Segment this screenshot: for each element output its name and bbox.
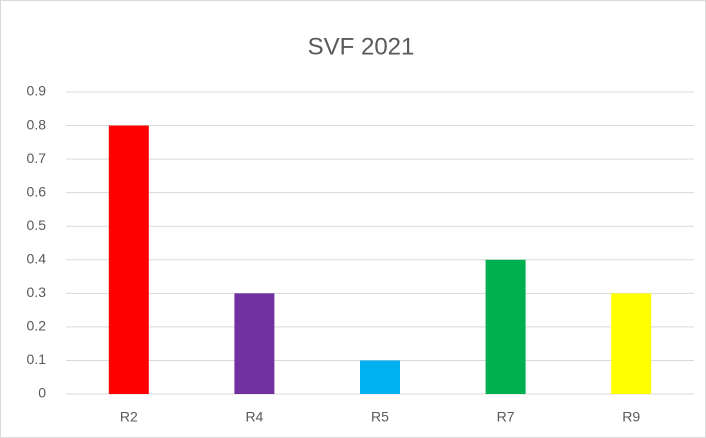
x-tick-label: R4 [245, 409, 263, 425]
bar [108, 125, 149, 395]
y-tick-label: 0 [38, 385, 46, 401]
y-tick-label: 0.3 [27, 284, 47, 300]
y-tick-label: 0.9 [27, 83, 47, 99]
y-tick-label: 0.7 [27, 150, 47, 166]
y-tick-label: 0.2 [27, 318, 47, 334]
y-tick-label: 0.8 [27, 116, 47, 132]
bar [234, 293, 275, 394]
y-tick-label: 0.6 [27, 183, 47, 199]
bar [360, 360, 400, 394]
x-tick-label: R5 [371, 409, 389, 425]
chart-title: SVF 2021 [308, 33, 415, 60]
x-tick-label: R2 [120, 409, 138, 425]
y-tick-label: 0.4 [27, 250, 47, 266]
bar [485, 259, 526, 394]
bar [611, 293, 652, 394]
y-tick-label: 0.1 [27, 351, 47, 367]
x-tick-label: R9 [622, 409, 640, 425]
y-tick-label: 0.5 [27, 217, 47, 233]
x-tick-label: R7 [497, 409, 515, 425]
